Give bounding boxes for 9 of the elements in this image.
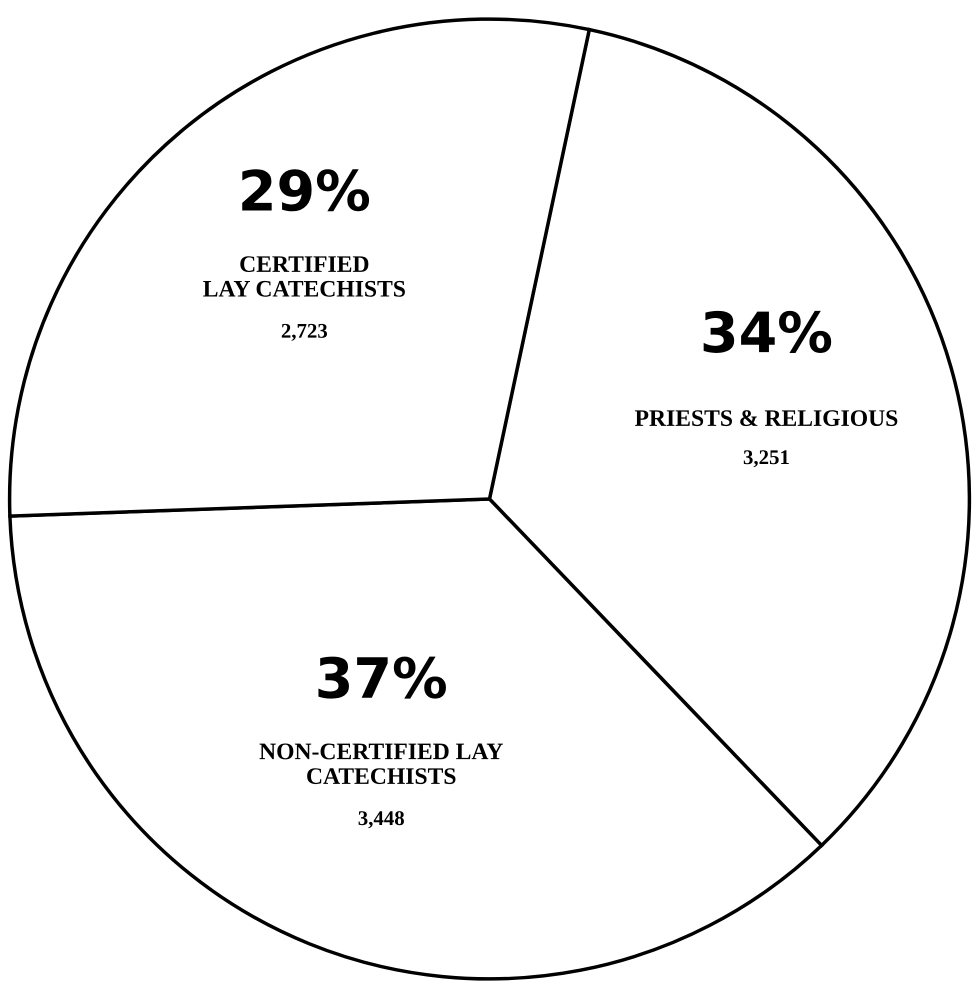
slice-label: CERTIFIED LAY CATECHISTS (203, 256, 405, 297)
data-label: 3,448 (358, 811, 404, 828)
text: 37% (318, 656, 446, 699)
slice-label: PRIESTS & RELIGIOUS (634, 410, 898, 426)
text: 29% (242, 169, 370, 212)
data-label: 2,723 (282, 324, 328, 341)
text: 34% (704, 310, 832, 353)
slice-label: NON-CERTIFIED LAY CATECHISTS (260, 744, 503, 784)
data-label: 3,251 (744, 450, 789, 468)
